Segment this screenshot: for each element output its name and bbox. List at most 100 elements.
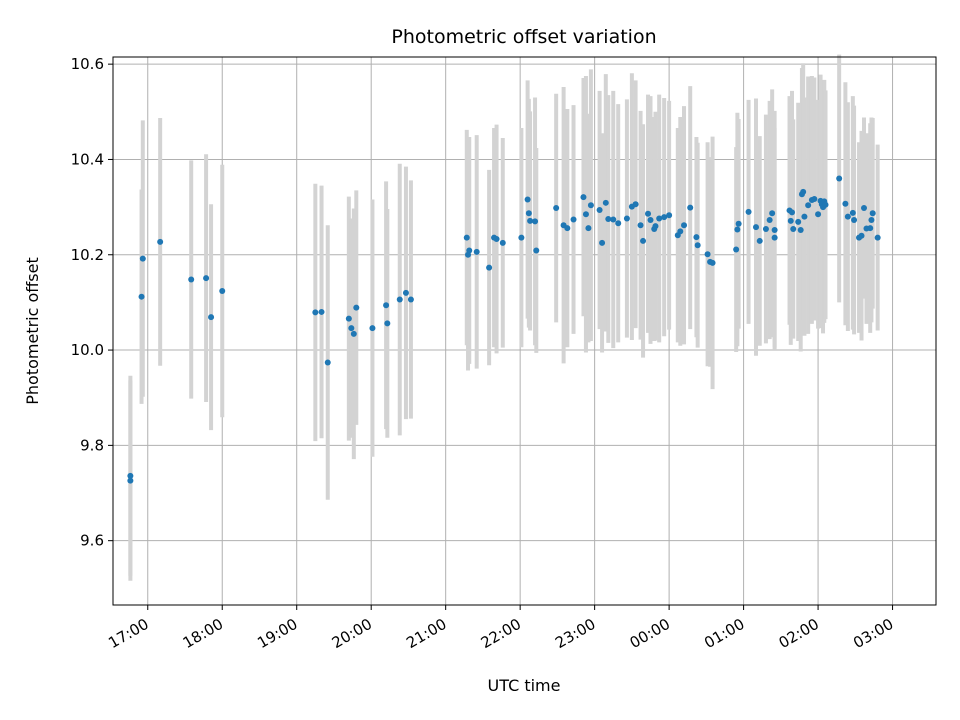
x-axis: 17:00 18:00 19:00 20:00 21:00 22:00 23:00 00:00… bbox=[105, 605, 897, 652]
data-point bbox=[704, 251, 711, 258]
data-point bbox=[518, 234, 525, 241]
data-point bbox=[753, 224, 760, 231]
data-point bbox=[709, 259, 716, 266]
data-point bbox=[580, 194, 587, 201]
data-point bbox=[851, 216, 858, 223]
data-points bbox=[127, 175, 881, 484]
data-point bbox=[677, 228, 684, 235]
x-tick-label: 21:00 bbox=[403, 615, 449, 652]
y-tick-label: 9.6 bbox=[80, 532, 104, 550]
data-point bbox=[208, 314, 215, 321]
data-point bbox=[127, 477, 134, 484]
x-tick-label: 00:00 bbox=[627, 615, 673, 652]
data-point bbox=[815, 211, 822, 218]
data-point bbox=[868, 216, 875, 223]
data-point bbox=[661, 214, 668, 221]
data-point bbox=[787, 217, 794, 224]
data-point bbox=[687, 204, 694, 211]
data-point bbox=[615, 220, 622, 227]
data-point bbox=[188, 276, 195, 283]
data-point bbox=[811, 196, 818, 203]
data-point bbox=[463, 234, 470, 241]
data-point bbox=[842, 200, 849, 207]
data-point bbox=[348, 325, 355, 332]
data-point bbox=[645, 210, 652, 217]
data-point bbox=[384, 320, 391, 327]
data-point bbox=[869, 210, 876, 217]
data-point bbox=[369, 325, 376, 332]
data-point bbox=[637, 222, 644, 229]
y-tick-label: 10.0 bbox=[71, 341, 104, 359]
data-point bbox=[623, 215, 630, 222]
chart-title: Photometric offset variation bbox=[391, 26, 656, 48]
data-point bbox=[383, 302, 390, 309]
y-tick-label: 10.2 bbox=[71, 246, 104, 264]
data-point bbox=[585, 225, 592, 232]
data-point bbox=[553, 205, 560, 212]
data-point bbox=[693, 234, 700, 241]
x-tick-label: 20:00 bbox=[329, 615, 375, 652]
data-point bbox=[666, 212, 673, 219]
data-point bbox=[602, 199, 609, 206]
data-point bbox=[157, 238, 164, 245]
data-point bbox=[801, 213, 808, 220]
data-point bbox=[849, 209, 856, 216]
data-point bbox=[805, 202, 812, 209]
data-point bbox=[797, 226, 804, 233]
data-point bbox=[844, 213, 851, 220]
data-point bbox=[795, 218, 802, 225]
y-tick-label: 10.4 bbox=[71, 150, 104, 168]
data-point bbox=[219, 287, 226, 294]
data-point bbox=[766, 216, 773, 223]
data-point bbox=[745, 208, 752, 215]
data-point bbox=[694, 242, 701, 249]
x-tick-label: 02:00 bbox=[776, 615, 822, 652]
data-point bbox=[599, 239, 606, 246]
data-point bbox=[138, 293, 145, 300]
data-point bbox=[681, 222, 688, 229]
data-point bbox=[610, 216, 617, 223]
data-point bbox=[353, 304, 360, 311]
data-point bbox=[407, 296, 414, 303]
data-point bbox=[790, 226, 797, 233]
plot-frame bbox=[112, 56, 937, 606]
y-axis: 9.6 9.8 10.0 10.2 10.4 10.6 bbox=[71, 55, 113, 550]
data-point bbox=[345, 315, 352, 322]
data-point bbox=[874, 234, 881, 241]
data-point bbox=[486, 264, 493, 271]
data-point bbox=[402, 289, 409, 296]
data-point bbox=[769, 210, 776, 217]
data-point bbox=[822, 201, 829, 208]
data-point bbox=[564, 225, 571, 232]
error-bars bbox=[128, 54, 880, 581]
data-point bbox=[733, 246, 740, 253]
data-point bbox=[527, 217, 534, 224]
data-point bbox=[789, 209, 796, 216]
data-point bbox=[350, 330, 357, 337]
data-point bbox=[596, 206, 603, 213]
data-point bbox=[525, 210, 532, 217]
x-tick-label: 19:00 bbox=[254, 615, 300, 652]
data-point bbox=[499, 239, 506, 246]
data-point bbox=[861, 205, 868, 212]
data-point bbox=[587, 202, 594, 209]
data-point bbox=[127, 472, 134, 479]
data-point bbox=[324, 359, 331, 366]
x-tick-label: 18:00 bbox=[180, 615, 226, 652]
x-tick-label: 01:00 bbox=[701, 615, 747, 652]
data-point bbox=[532, 218, 539, 225]
x-tick-label: 23:00 bbox=[552, 615, 598, 652]
y-axis-label: Photometric offset bbox=[23, 257, 42, 405]
data-point bbox=[647, 216, 654, 223]
y-tick-label: 10.6 bbox=[71, 55, 104, 73]
data-point bbox=[640, 237, 647, 244]
y-tick-label: 9.8 bbox=[80, 436, 104, 454]
data-point bbox=[139, 255, 146, 262]
x-tick-label: 03:00 bbox=[850, 615, 896, 652]
data-point bbox=[656, 215, 663, 222]
data-point bbox=[570, 216, 577, 223]
data-point bbox=[756, 237, 763, 244]
data-point bbox=[396, 296, 403, 303]
data-point bbox=[524, 196, 531, 203]
data-point bbox=[493, 236, 500, 243]
